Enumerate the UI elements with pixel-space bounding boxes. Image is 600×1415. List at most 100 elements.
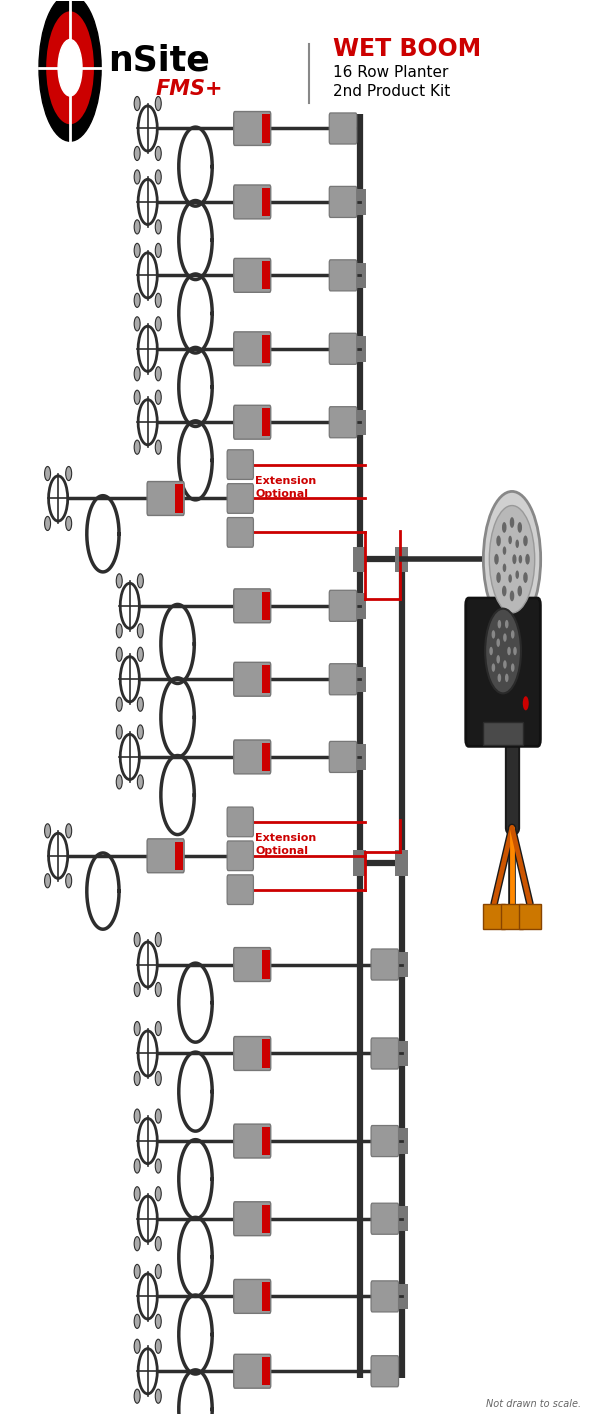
Bar [262,188,269,216]
Circle shape [134,96,140,110]
FancyBboxPatch shape [371,1203,398,1234]
FancyBboxPatch shape [234,259,271,293]
Bar [353,546,366,572]
Circle shape [511,664,515,672]
FancyBboxPatch shape [329,334,357,364]
Circle shape [65,824,71,838]
Circle shape [155,1237,161,1251]
Text: WET BOOM: WET BOOM [333,37,481,61]
Circle shape [137,574,143,587]
Text: 2nd Product Kit: 2nd Product Kit [333,85,450,99]
Circle shape [44,467,50,481]
Circle shape [44,873,50,887]
Bar [353,744,366,770]
Bar [353,263,366,289]
Bar [395,1283,408,1309]
Bar [353,409,366,434]
Circle shape [116,624,122,638]
Circle shape [510,590,514,601]
FancyBboxPatch shape [227,518,253,548]
Bar [353,593,366,618]
FancyBboxPatch shape [371,1039,398,1068]
Text: nSite: nSite [107,44,209,78]
Circle shape [155,170,161,184]
Bar [262,591,269,620]
Bar [175,842,183,870]
FancyBboxPatch shape [147,481,184,515]
Circle shape [502,522,506,533]
FancyBboxPatch shape [227,484,253,514]
FancyBboxPatch shape [227,874,253,904]
Circle shape [484,491,541,627]
Circle shape [155,932,161,947]
Circle shape [138,1032,157,1075]
Circle shape [134,982,140,996]
Circle shape [503,634,506,642]
Circle shape [134,932,140,947]
Circle shape [138,942,157,988]
Bar [395,546,408,572]
Circle shape [512,555,517,565]
Bar [395,1206,408,1231]
Circle shape [134,219,140,233]
Circle shape [155,293,161,307]
Circle shape [134,391,140,405]
Circle shape [497,620,501,628]
FancyBboxPatch shape [329,113,357,144]
FancyBboxPatch shape [227,841,253,870]
Circle shape [511,630,515,638]
Bar [262,408,269,436]
Circle shape [134,1339,140,1353]
Circle shape [518,555,522,563]
Circle shape [503,661,506,669]
Circle shape [65,873,71,887]
Circle shape [155,1265,161,1279]
Circle shape [120,734,139,780]
Circle shape [505,674,509,682]
Circle shape [155,1022,161,1036]
FancyBboxPatch shape [234,1201,271,1235]
Circle shape [58,40,82,96]
Circle shape [49,475,68,521]
Circle shape [518,522,522,533]
Circle shape [137,724,143,739]
FancyBboxPatch shape [227,807,253,836]
Circle shape [49,833,68,879]
Circle shape [485,608,521,693]
FancyBboxPatch shape [234,589,271,623]
Circle shape [155,982,161,996]
Bar [262,1126,269,1155]
FancyBboxPatch shape [329,406,357,437]
Bar [395,850,408,876]
FancyBboxPatch shape [234,1354,271,1388]
Circle shape [155,366,161,381]
Circle shape [138,1274,157,1319]
Circle shape [134,1390,140,1404]
Circle shape [496,572,501,583]
Bar [262,1040,269,1067]
FancyBboxPatch shape [234,662,271,696]
Circle shape [116,698,122,712]
Bar [353,337,366,361]
Bar [353,850,366,876]
Circle shape [503,546,506,555]
Circle shape [134,243,140,258]
Circle shape [523,572,528,583]
Bar [395,1041,408,1067]
Circle shape [134,1187,140,1201]
Circle shape [490,647,493,655]
FancyBboxPatch shape [329,664,357,695]
Circle shape [116,724,122,739]
Circle shape [138,1118,157,1163]
Circle shape [44,824,50,838]
Circle shape [505,620,509,628]
Circle shape [491,630,495,638]
Circle shape [515,539,519,548]
Circle shape [116,574,122,587]
Circle shape [138,180,157,225]
FancyBboxPatch shape [329,260,357,291]
FancyBboxPatch shape [234,1279,271,1313]
Circle shape [39,0,101,142]
Circle shape [503,563,506,572]
Circle shape [494,553,499,565]
